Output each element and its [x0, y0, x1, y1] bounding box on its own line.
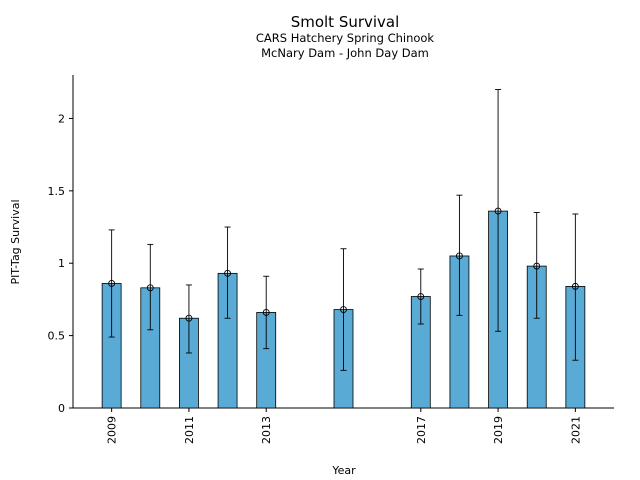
y-tick-label: 1: [58, 257, 65, 270]
y-tick-label: 2: [58, 112, 65, 125]
x-tick-label: 2013: [260, 416, 273, 444]
chart-subtitle-1: CARS Hatchery Spring Chinook: [255, 31, 435, 45]
point-marker: [533, 262, 541, 270]
point-marker: [262, 308, 270, 316]
point-marker: [494, 207, 502, 215]
point-marker: [417, 293, 425, 300]
x-tick-label: 2017: [415, 416, 428, 444]
point-marker: [571, 282, 579, 290]
x-tick-label: 2021: [569, 416, 582, 444]
x-ticks-group: 2009 2011 2013 2017 2019 2021: [106, 408, 582, 444]
x-tick-label: 2011: [183, 416, 196, 444]
x-tick-label: 2009: [106, 416, 119, 444]
y-tick-label: 0: [58, 402, 65, 415]
y-axis-label: PIT-Tag Survival: [9, 199, 22, 284]
point-marker: [340, 306, 347, 313]
y-tick-label: 1.5: [48, 185, 66, 198]
point-marker: [224, 269, 232, 277]
point-marker: [185, 314, 193, 322]
x-axis-label: Year: [331, 464, 356, 477]
chart-subtitle-2: McNary Dam - John Day Dam: [261, 46, 429, 60]
chart-title: Smolt Survival: [290, 13, 400, 31]
point-marker: [455, 252, 463, 260]
error-bars-group: [108, 89, 579, 371]
point-marker: [108, 280, 116, 287]
x-tick-label: 2019: [492, 416, 505, 444]
y-ticks-group: 0 0.5 1 1.5 2: [48, 112, 73, 415]
point-marker: [146, 284, 154, 292]
y-tick-label: 0.5: [48, 330, 66, 343]
